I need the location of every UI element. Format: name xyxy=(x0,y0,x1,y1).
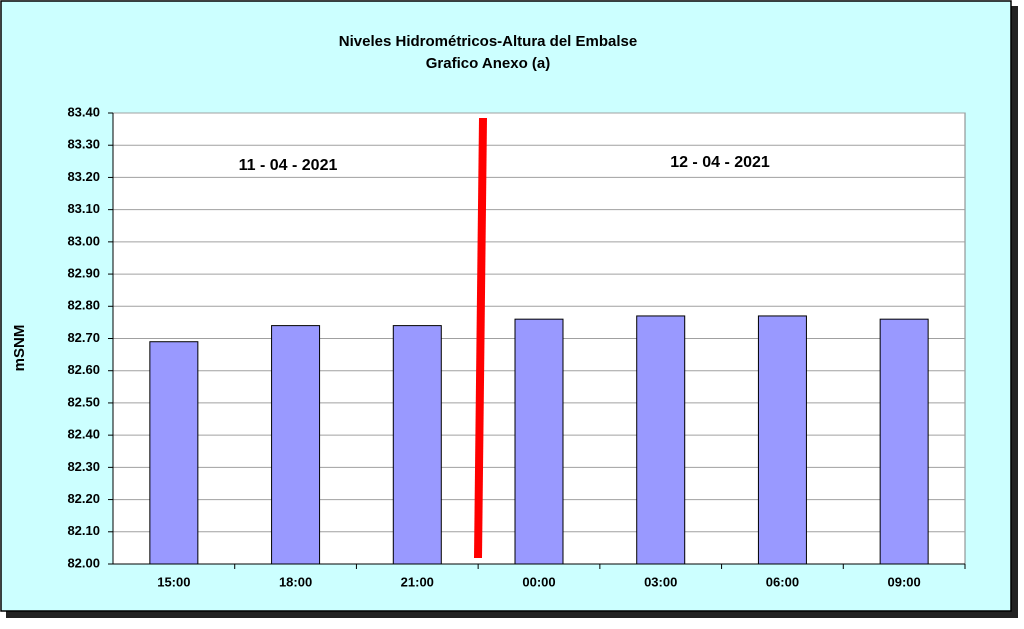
y-tick-label: 82.80 xyxy=(67,298,100,313)
bar xyxy=(879,318,929,565)
x-tick-label: 15:00 xyxy=(157,574,190,589)
y-tick-label: 83.40 xyxy=(67,104,100,119)
bar xyxy=(757,315,807,565)
chart-title: Niveles Hidrométricos-Altura del Embalse xyxy=(339,33,637,50)
y-tick-label: 82.00 xyxy=(67,555,100,570)
x-tick-label: 03:00 xyxy=(644,574,677,589)
x-tick-label: 21:00 xyxy=(401,574,434,589)
y-axis-label: mSNM xyxy=(11,325,28,372)
y-tick-label: 82.20 xyxy=(67,491,100,506)
y-tick-label: 82.10 xyxy=(67,523,100,538)
chart-subtitle: Grafico Anexo (a) xyxy=(426,55,550,72)
bar xyxy=(271,325,321,565)
x-tick-label: 06:00 xyxy=(766,574,799,589)
y-tick-label: 83.30 xyxy=(67,137,100,152)
x-tick-label: 18:00 xyxy=(279,574,312,589)
x-tick-label: 09:00 xyxy=(888,574,921,589)
bar xyxy=(392,325,442,565)
y-tick-label: 82.50 xyxy=(67,394,100,409)
y-tick-label: 83.00 xyxy=(67,233,100,248)
annotation: 12 - 04 - 2021 xyxy=(670,154,770,171)
y-tick-label: 83.20 xyxy=(67,169,100,184)
bar xyxy=(636,315,686,565)
bar xyxy=(149,341,199,565)
x-tick-label: 00:00 xyxy=(522,574,555,589)
bar xyxy=(514,318,564,565)
day-separator xyxy=(474,117,487,559)
y-tick-label: 83.10 xyxy=(67,201,100,216)
y-tick-label: 82.40 xyxy=(67,427,100,442)
y-tick-label: 82.60 xyxy=(67,362,100,377)
y-tick-label: 82.30 xyxy=(67,459,100,474)
y-tick-label: 82.70 xyxy=(67,330,100,345)
annotation: 11 - 04 - 2021 xyxy=(239,157,338,174)
y-tick-label: 82.90 xyxy=(67,266,100,281)
